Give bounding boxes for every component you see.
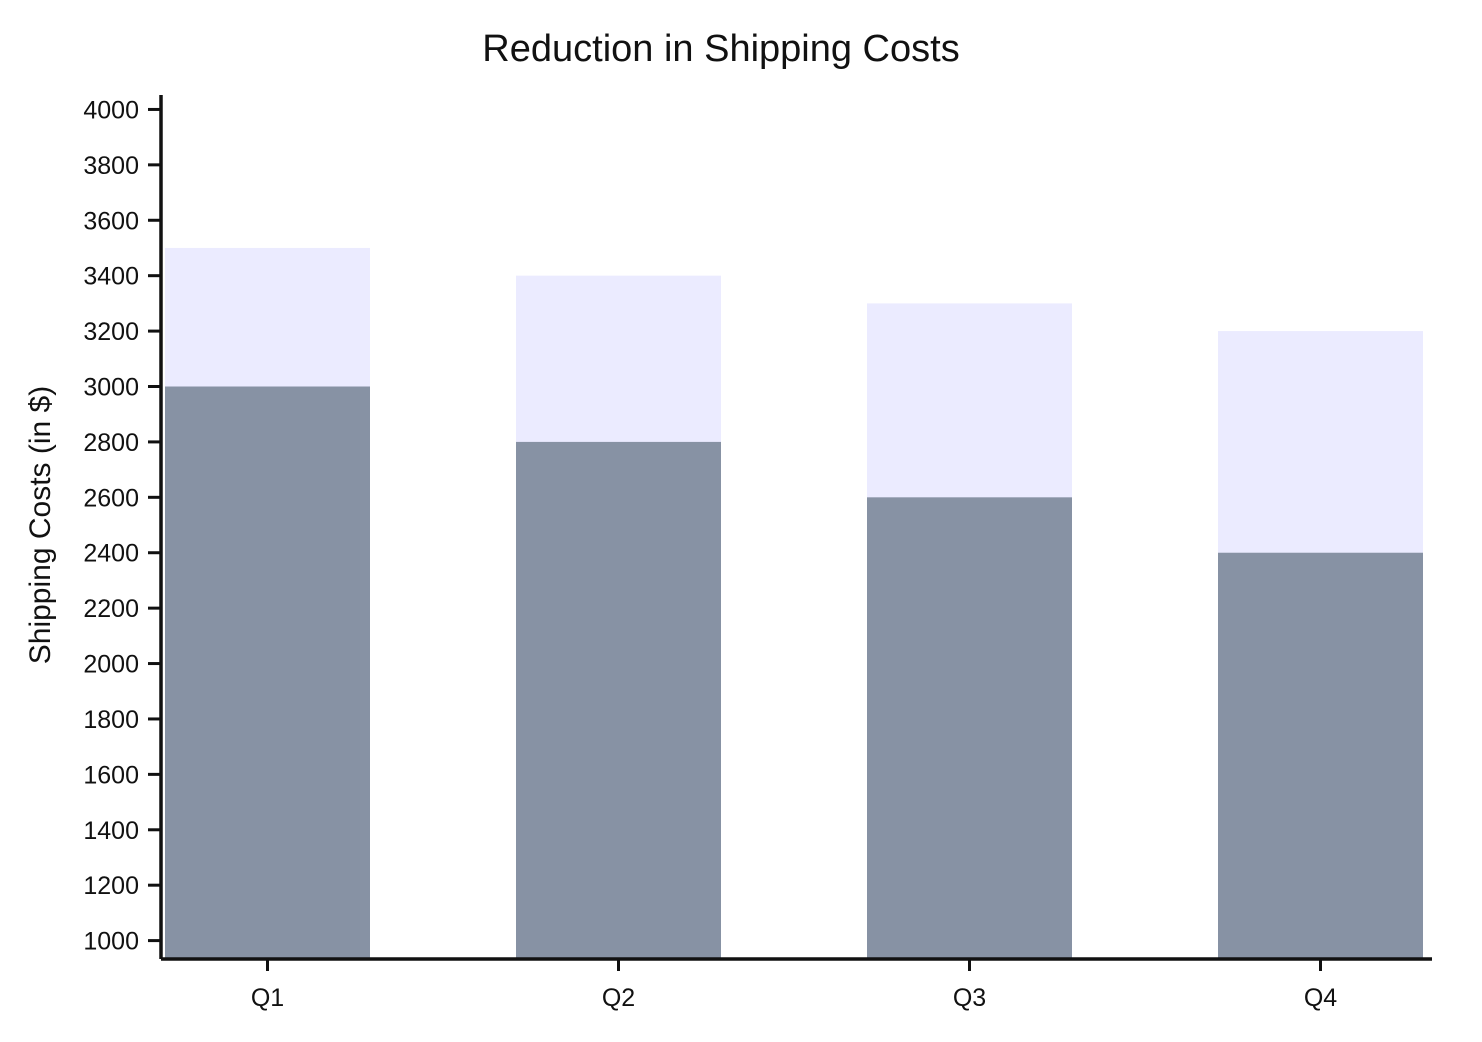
y-tick-label-1200: 1200 [83,872,139,900]
y-tick-label-2000: 2000 [83,651,139,679]
bar-series-2-q2 [516,441,721,959]
y-tick-label-3400: 3400 [83,263,139,291]
y-tick-label-1800: 1800 [83,706,139,734]
y-tick-label-1000: 1000 [83,928,139,956]
x-axis-ticks: Q1 Q2 Q3 Q4 [251,959,1337,1012]
y-tick-label-2400: 2400 [83,540,139,568]
bars [165,247,1423,960]
y-tick-label-3200: 3200 [83,318,139,346]
y-tick-label-2600: 2600 [83,484,139,512]
y-tick-label-3000: 3000 [83,374,139,402]
y-axis-label: Shipping Costs (in $) [24,386,57,664]
bar-series-2-q4 [1218,552,1423,959]
x-tick-label-q4: Q4 [1304,984,1337,1012]
bar-series-2-q1 [165,386,370,959]
x-tick-label-q1: Q1 [251,984,284,1012]
x-tick-label-q2: Q2 [602,984,635,1012]
y-tick-label-4000: 4000 [83,96,139,124]
y-tick-label-3800: 3800 [83,152,139,180]
x-tick-label-q3: Q3 [953,984,986,1012]
bar-series-2-q3 [867,497,1072,959]
y-tick-label-2200: 2200 [83,595,139,623]
y-tick-label-1400: 1400 [83,817,139,845]
y-tick-label-2800: 2800 [83,429,139,457]
y-axis-ticks: 1000 1200 1400 1600 1800 2000 2200 2400 2600 2800… [83,96,161,956]
chart-title: Reduction in Shipping Costs [482,28,959,70]
y-tick-label-1600: 1600 [83,761,139,789]
y-tick-label-3600: 3600 [83,207,139,235]
